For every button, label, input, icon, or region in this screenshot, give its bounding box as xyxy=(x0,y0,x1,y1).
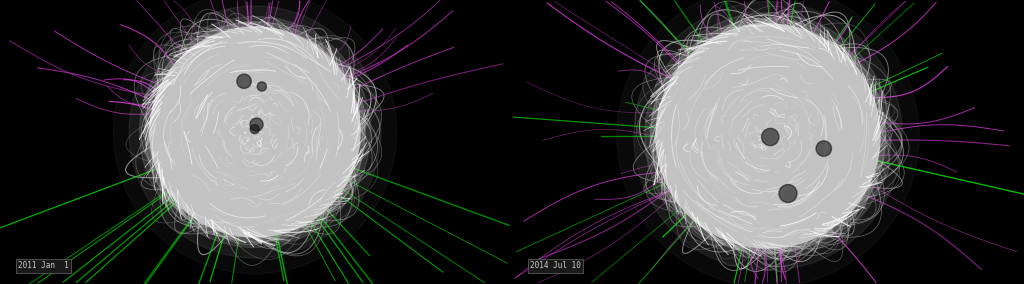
Circle shape xyxy=(650,18,886,254)
Circle shape xyxy=(250,125,259,134)
Circle shape xyxy=(144,22,366,242)
Circle shape xyxy=(634,2,902,270)
Circle shape xyxy=(139,16,371,247)
Circle shape xyxy=(645,13,891,259)
Circle shape xyxy=(656,24,880,248)
Circle shape xyxy=(237,74,251,88)
Circle shape xyxy=(762,128,779,146)
Circle shape xyxy=(150,27,360,237)
Circle shape xyxy=(257,82,266,91)
Text: 2014 Jul 10: 2014 Jul 10 xyxy=(530,262,581,270)
Circle shape xyxy=(779,184,797,202)
Text: 2011 Jan  1: 2011 Jan 1 xyxy=(18,262,69,270)
Circle shape xyxy=(250,118,263,131)
Circle shape xyxy=(816,141,831,156)
Circle shape xyxy=(129,6,381,258)
